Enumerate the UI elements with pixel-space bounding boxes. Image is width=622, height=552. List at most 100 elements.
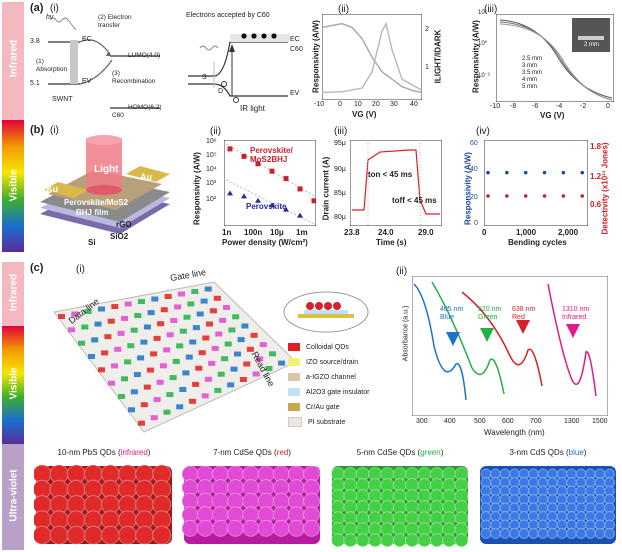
legend-item: Cr/Au gate — [288, 400, 369, 415]
b-iii-ytick: 90μ — [334, 166, 346, 173]
array-pixel — [121, 376, 128, 382]
qd-dot — [380, 533, 395, 548]
qd-dot — [537, 528, 549, 539]
band-visible-c — [2, 326, 24, 444]
a-iii-inset-label: 2 mm — [584, 42, 599, 48]
band-label-uv: Ultra-violet — [8, 469, 20, 522]
a-ii-xtick: 30 — [390, 101, 398, 108]
b-iii-xtick: 23.8 — [344, 228, 360, 237]
b-iii-xtick: 29.0 — [418, 228, 434, 237]
c-ii-peak-label: 520 nm Green — [478, 306, 502, 321]
qd-caption: 3-nm CdS QDs (blue) — [509, 448, 587, 457]
qd-illustration — [34, 464, 172, 545]
band-uv-c — [2, 444, 24, 550]
b-iv-point — [505, 194, 509, 198]
chart-b-iv — [484, 140, 588, 226]
array-pixel — [160, 307, 168, 313]
array-pixel — [252, 371, 260, 377]
qd-dot — [575, 528, 587, 539]
c-ii-xtick: 1500 — [592, 418, 608, 425]
a-iii-xlabel: VG (V) — [540, 111, 565, 120]
b-ii-ytick: 10⁶ — [206, 138, 217, 145]
array-pixel — [219, 317, 227, 323]
array-pixel — [239, 377, 247, 382]
b-iv-ytick: 20 — [470, 194, 478, 201]
array-pixel — [224, 341, 232, 347]
b-iv-ytick: 40 — [470, 166, 478, 173]
array-pixel — [127, 343, 135, 349]
panel-b-i-device — [40, 135, 170, 234]
qd-dot — [392, 533, 407, 548]
band-infrared-c — [2, 262, 24, 326]
b-ii-point — [255, 161, 261, 167]
b-ii-ytick: 10⁵ — [206, 152, 217, 159]
b-ii-point — [283, 206, 289, 212]
array-pixel — [143, 324, 151, 330]
c-ii-xtick: 600 — [502, 418, 514, 425]
b-iv-ytick-right: 0.6 — [590, 200, 602, 209]
qd-dot — [355, 533, 370, 548]
b-iv-ytick-right: 1.8 — [590, 142, 602, 151]
qd-dot — [118, 525, 137, 545]
array-pixel — [140, 402, 148, 408]
array-pixel — [98, 367, 105, 373]
qd-box: 5-nm CdSe QDs (green) — [330, 448, 470, 548]
qd-box: 3-nm CdS QDs (blue) — [478, 448, 618, 548]
array-pixel — [182, 370, 190, 376]
array-pixel — [189, 398, 196, 404]
panel-b-letter: (b) — [30, 124, 45, 136]
b-ii-ylabel: Responsivity (A/W) — [192, 152, 202, 225]
qd-dot — [454, 533, 469, 548]
array-pixel — [174, 304, 182, 310]
qd-illustration — [480, 466, 616, 544]
qd-dot — [499, 528, 511, 539]
array-pixel — [201, 393, 209, 399]
b-iii-ytick: 80μ — [334, 214, 346, 221]
qd-dot — [343, 533, 358, 548]
qd-dot — [509, 528, 520, 539]
qd-caption: 7-nm CdSe QDs (red) — [213, 448, 291, 457]
qd-caption: 10-nm PbS QDs (infrared) — [57, 448, 151, 457]
array-pixel — [223, 305, 230, 310]
panel-a-i-energy-diagram — [48, 17, 160, 109]
array-pixel — [265, 366, 273, 371]
chart-b-iii — [350, 140, 442, 226]
array-pixel — [153, 397, 161, 403]
a-level-51: 5.1 — [30, 80, 40, 87]
qd-dot — [242, 519, 260, 537]
qd-dot — [49, 525, 69, 545]
qd-dot — [417, 533, 432, 548]
array-pixel — [153, 335, 161, 341]
c-ii-peak-label: 638 nm Red — [512, 306, 536, 321]
array-pixel — [107, 318, 115, 324]
b-iv-point — [580, 194, 585, 198]
b-iv-ylabel-right: Detectivity (x10¹¹ Jones) — [600, 142, 610, 235]
a-iii-ylabel: Responsivity (A/W) — [471, 20, 481, 93]
b-iv-point — [486, 170, 490, 175]
a-ii-xtick: 40 — [410, 101, 418, 108]
c-ii-peak-label: 405 nm Blue — [440, 306, 464, 321]
panel-a-i-tag: (i) — [50, 3, 59, 14]
array-pixel — [164, 294, 172, 299]
b-ii-point — [227, 146, 233, 152]
array-pixel — [140, 339, 148, 345]
array-pixel — [209, 308, 217, 314]
panel-c-i-array — [53, 281, 297, 433]
array-pixel — [84, 309, 92, 314]
array-pixel — [198, 350, 206, 356]
a-ii-xtick: 10 — [354, 101, 362, 108]
array-pixel — [230, 366, 238, 372]
array-pixel — [237, 337, 245, 343]
array-pixel — [101, 350, 109, 356]
array-pixel — [81, 324, 89, 330]
qd-dot — [480, 528, 492, 539]
panel-c-i-tag: (i) — [76, 264, 85, 275]
array-pixel — [169, 375, 177, 381]
b-iii-xlabel: Time (s) — [376, 238, 407, 247]
array-pixel — [163, 409, 171, 415]
array-pixel — [185, 354, 193, 360]
band-label-infrared: Infrared — [8, 39, 20, 78]
b-iv-xtick: 0 — [482, 228, 487, 237]
array-pixel — [192, 381, 200, 387]
chart-b-ii — [224, 140, 316, 226]
